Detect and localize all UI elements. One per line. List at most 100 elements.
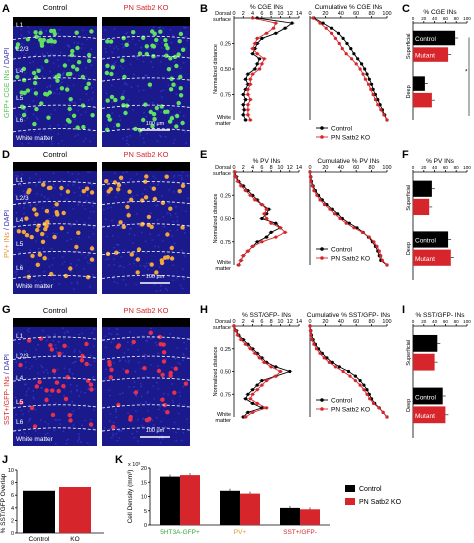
dapi-dot: [169, 333, 172, 335]
dapi-dot: [123, 222, 126, 224]
dapi-dot: [167, 84, 170, 87]
dapi-dot: [34, 280, 37, 282]
x-tick-label: 40: [338, 319, 344, 325]
dapi-dot: [141, 335, 144, 337]
data-point: [274, 365, 278, 369]
dapi-dot: [63, 260, 66, 263]
dapi-dot: [36, 95, 38, 97]
legend-label: PN Satb2 KO: [331, 135, 370, 142]
labeled-cell: [168, 56, 173, 61]
dapi-dot: [110, 341, 113, 344]
labeled-cell: [48, 343, 53, 348]
dapi-dot: [24, 350, 27, 353]
dapi-dot: [114, 64, 116, 67]
dapi-dot: [163, 392, 165, 395]
y-tick-label: 0.25: [220, 42, 231, 48]
dapi-dot: [84, 391, 86, 394]
dapi-dot: [111, 112, 114, 115]
labeled-cell: [42, 256, 47, 261]
x-tick-label: 0: [232, 165, 235, 171]
micro-col-title-control: Control: [43, 150, 68, 159]
labeled-cell: [178, 93, 184, 98]
chart-title: % CGE INs: [423, 9, 457, 16]
data-point: [379, 108, 383, 112]
dapi-dot: [49, 53, 52, 56]
dapi-dot: [85, 66, 87, 69]
data-point: [330, 31, 334, 35]
axis-top-label: surface: [213, 325, 231, 331]
dapi-dot: [114, 61, 117, 63]
labeled-cell: [165, 45, 170, 51]
dapi-dot: [39, 281, 42, 283]
dapi-dot: [54, 442, 57, 445]
dapi-dot: [162, 27, 165, 30]
dapi-dot: [107, 226, 109, 229]
dapi-dot: [61, 139, 63, 142]
dapi-dot: [171, 235, 174, 238]
dapi-dot: [45, 369, 48, 372]
dapi-dot: [87, 171, 89, 174]
x-tick-label: 40: [338, 165, 344, 171]
dapi-dot: [114, 122, 117, 125]
labeled-cell: [116, 343, 122, 348]
dapi-dot: [135, 253, 138, 255]
bar: [413, 30, 456, 46]
dapi-dot: [29, 283, 31, 285]
dapi-dot: [15, 418, 17, 421]
data-point: [349, 47, 353, 51]
dapi-dot: [25, 200, 28, 203]
data-point: [367, 392, 371, 396]
dapi-dot: [71, 101, 74, 104]
dapi-dot: [92, 211, 95, 213]
dapi-dot: [71, 223, 73, 226]
dapi-dot: [187, 197, 189, 200]
data-point: [336, 31, 341, 35]
labeled-cell: [86, 52, 92, 58]
x-tick-label: Control: [29, 536, 51, 543]
data-point: [233, 170, 237, 174]
dapi-dot: [182, 268, 184, 271]
dapi-dot: [182, 359, 184, 362]
micro-col-title-ko: PN Satb2 KO: [123, 306, 168, 315]
labeled-cell: [32, 424, 38, 429]
dapi-dot: [123, 83, 126, 85]
micro-side-label: SST+/GFP- INs / DAPI: [4, 354, 11, 425]
dapi-dot: [113, 258, 115, 261]
dapi-dot: [39, 419, 42, 422]
dapi-dot: [93, 360, 96, 363]
data-point: [375, 244, 379, 248]
bar-inline-label: Mutant: [415, 413, 435, 420]
data-point: [255, 388, 259, 392]
data-point: [255, 36, 259, 41]
chart-title: % PV INs: [426, 158, 455, 165]
dapi-dot: [127, 99, 130, 101]
dapi-dot: [23, 432, 26, 435]
dapi-dot: [169, 29, 172, 31]
dapi-dot: [133, 436, 136, 439]
dapi-dot: [172, 191, 175, 193]
data-point: [353, 379, 357, 383]
labeled-cell: [165, 232, 170, 237]
data-point: [248, 397, 252, 401]
dapi-dot: [28, 327, 31, 330]
x-tick-label: 40: [432, 16, 438, 21]
dapi-dot: [104, 346, 107, 349]
dapi-dot: [20, 135, 23, 138]
dapi-dot: [27, 270, 30, 273]
dapi-dot: [160, 284, 162, 287]
dapi-dot: [184, 210, 187, 213]
bar: [413, 76, 425, 91]
dapi-dot: [75, 384, 78, 387]
x-tick-label: 20: [322, 11, 328, 17]
legend-marker: [320, 247, 324, 251]
dapi-dot: [52, 339, 55, 342]
dapi-dot: [19, 178, 22, 180]
data-point: [255, 401, 259, 405]
dapi-dot: [76, 264, 78, 267]
labeled-cell: [44, 92, 50, 97]
dapi-dot: [21, 42, 23, 45]
dapi-dot: [90, 86, 93, 89]
dapi-dot: [27, 387, 30, 390]
dapi-dot: [145, 262, 148, 265]
series-line: [312, 17, 388, 121]
